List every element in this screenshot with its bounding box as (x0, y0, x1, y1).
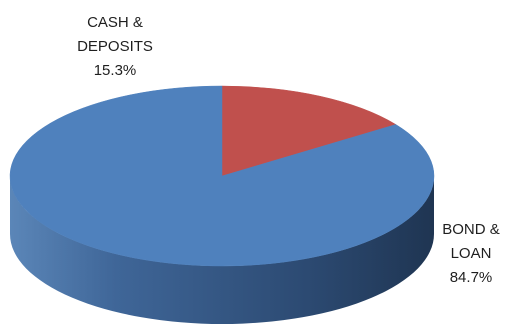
pie-value-label: 84.7% (450, 269, 493, 286)
pie-slice-1 (221, 85, 397, 177)
pie-side-2 (10, 176, 434, 324)
pie-slice-2 (9, 85, 435, 267)
pie-label-1: CASH & DEPOSITS 15.3% (77, 14, 153, 79)
pie-label-line: BOND & (442, 221, 500, 238)
pie-labels: CASH & DEPOSITS 15.3% BOND & LOAN 84.7% (77, 14, 500, 286)
pie-label-line: DEPOSITS (77, 38, 153, 55)
pie-label-line: LOAN (451, 245, 492, 262)
pie-sides (10, 176, 434, 324)
pie-label-line: CASH & (87, 14, 143, 31)
pie-value-label: 15.3% (94, 62, 137, 79)
pie-tops (9, 85, 435, 267)
pie-label-2: BOND & LOAN 84.7% (442, 221, 500, 286)
